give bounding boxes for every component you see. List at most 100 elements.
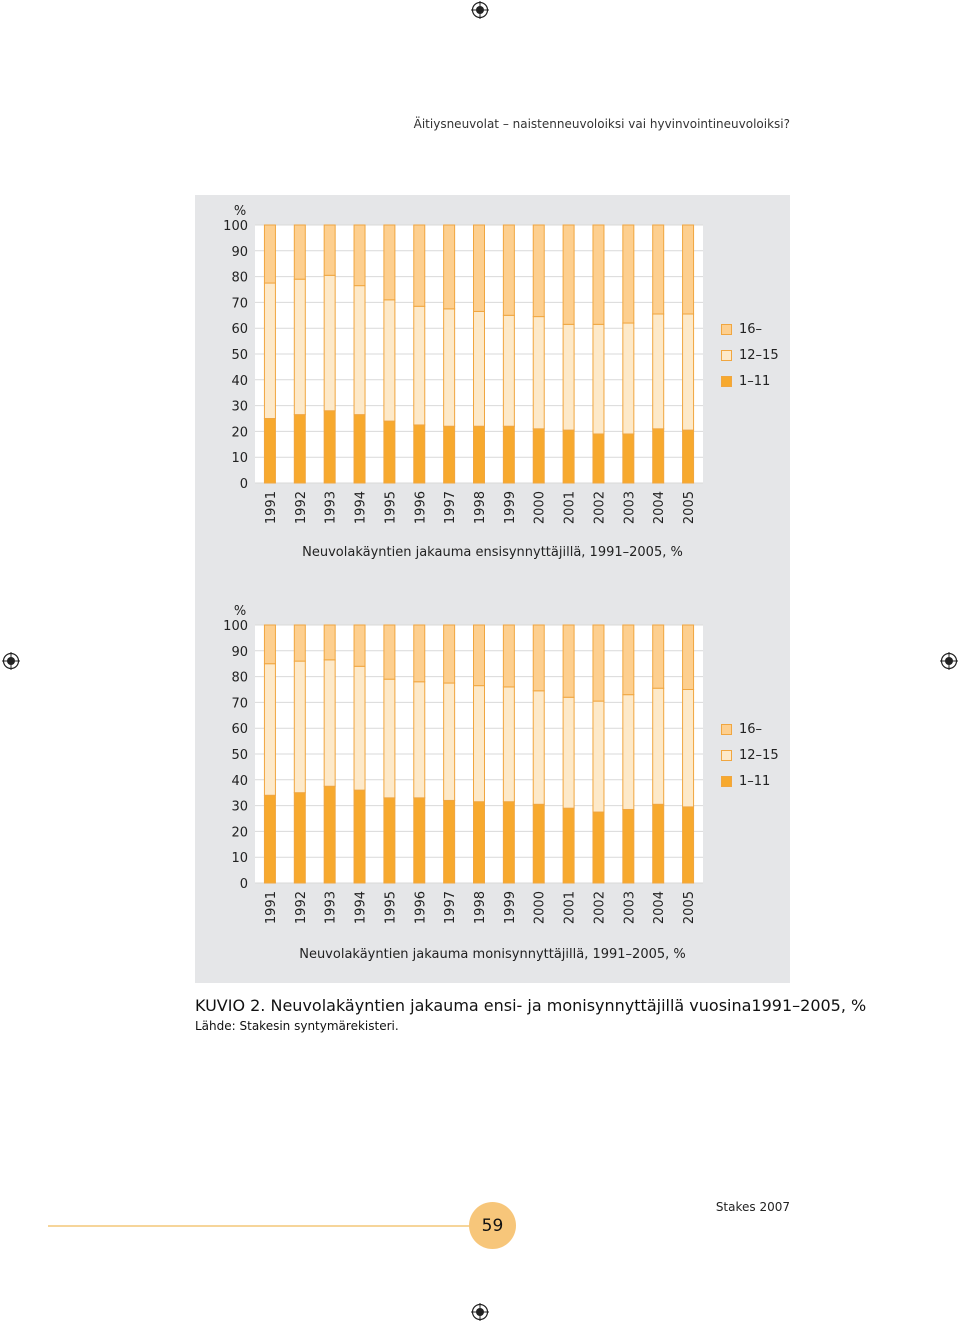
x-tick-label: 2005 — [682, 891, 697, 924]
x-tick-label: 1994 — [354, 891, 369, 924]
figure-panel: 0 10 20 30 40 50 60 70 80 90 100% 1991 1992 1993 1994 1… — [195, 195, 790, 983]
bar-segment — [532, 803, 545, 884]
registration-mark-left-icon — [2, 652, 20, 670]
bar-segment — [532, 224, 545, 318]
bar-segment — [353, 665, 366, 791]
legend-label-1-11: 1–11 — [739, 773, 771, 789]
x-tick-label: 1995 — [383, 891, 398, 924]
legend-swatch-16 — [721, 323, 732, 335]
legend-swatch-12-15 — [721, 749, 732, 761]
bar-segment — [532, 316, 545, 430]
bar-segment — [443, 682, 456, 801]
bar-segment — [473, 624, 485, 687]
bar-segment — [682, 429, 695, 484]
y-tick-label: 0 — [240, 477, 248, 492]
registration-mark-right-icon — [940, 652, 958, 670]
bar-segment — [263, 794, 276, 884]
y-tick-label: 60 — [231, 722, 248, 737]
y-tick-label: 70 — [231, 296, 248, 311]
bar-segment — [323, 410, 336, 484]
y-tick-label: 80 — [231, 671, 248, 686]
bar-segment — [592, 224, 605, 325]
y-tick-label: 90 — [231, 645, 248, 660]
bar-segment — [443, 799, 456, 884]
bar-segment — [293, 224, 306, 280]
bar-segment — [263, 282, 276, 419]
legend-label-12-15: 12–15 — [739, 347, 779, 363]
legend-label-12-15: 12–15 — [739, 747, 779, 763]
x-tick-label: 1999 — [503, 891, 518, 924]
bar-segment — [263, 624, 276, 665]
x-tick-label: 2004 — [652, 491, 667, 524]
y-tick-label: 70 — [231, 696, 248, 711]
bar-segment — [592, 811, 605, 884]
bar-segment — [682, 689, 695, 808]
bar-segment — [353, 789, 366, 884]
x-tick-label: 2001 — [563, 491, 578, 524]
x-tick-label: 2004 — [652, 891, 667, 924]
bar-segment — [682, 313, 695, 431]
bar-segment — [473, 310, 485, 427]
x-tick-label: 2005 — [682, 491, 697, 524]
bar-segment — [323, 274, 336, 412]
bar-segment — [353, 414, 366, 484]
x-tick-label: 1999 — [503, 491, 518, 524]
bar-segment — [502, 801, 515, 884]
legend-chart-2: 16– 12–15 1–11 — [721, 716, 779, 794]
bar-segment — [443, 624, 456, 684]
bar-segment — [532, 690, 545, 805]
bar-segment — [592, 624, 605, 702]
legend-item-1-11: 1–11 — [721, 768, 779, 794]
x-tick-label: 1991 — [264, 891, 279, 924]
bar-segment — [383, 797, 396, 884]
y-tick-label: 20 — [231, 425, 248, 440]
page-number: 59 — [469, 1202, 516, 1249]
x-tick-label: 2003 — [622, 891, 637, 924]
publisher-label: Stakes 2007 — [715, 1200, 790, 1214]
footer-rule — [48, 1225, 478, 1227]
bar-segment — [383, 678, 396, 799]
bar-segment — [652, 624, 665, 689]
legend-item-1-11: 1–11 — [721, 368, 779, 394]
bar-segment — [562, 323, 575, 431]
bar-segment — [532, 624, 545, 692]
x-tick-label: 2000 — [533, 491, 548, 524]
bar-segment — [622, 224, 635, 324]
y-tick-label: 80 — [231, 271, 248, 286]
y-tick-label: 50 — [231, 748, 248, 763]
bar-segment — [562, 429, 575, 484]
x-tick-label: 1996 — [413, 891, 428, 924]
y-tick-label: 90 — [231, 245, 248, 260]
legend-swatch-1-11 — [721, 775, 732, 787]
figure-source: Lähde: Stakesin syntymärekisteri. — [195, 1019, 399, 1033]
x-tick-label: 1998 — [473, 891, 488, 924]
bar-segment — [323, 624, 336, 661]
x-tick-label: 1997 — [443, 491, 458, 524]
bar-segment — [532, 428, 545, 484]
bar-segment — [592, 323, 605, 435]
bar-segment — [473, 425, 485, 484]
legend-label-16: 16– — [739, 721, 763, 737]
x-tick-label: 1993 — [324, 491, 339, 524]
bar-segment — [622, 433, 635, 484]
bar-segment — [562, 696, 575, 809]
running-title: Äitiysneuvolat – naistenneuvoloiksi vai … — [413, 117, 790, 131]
chart-2-title: Neuvolakäyntien jakauma monisynnyttäjill… — [299, 947, 686, 962]
legend-chart-1: 16– 12–15 1–11 — [721, 316, 779, 394]
legend-item-16: 16– — [721, 716, 779, 742]
bar-segment — [562, 624, 575, 698]
bar-segment — [383, 420, 396, 484]
y-tick-label: 40 — [231, 374, 248, 389]
figure-caption-text: Neuvolakäyntien jakauma ensi- ja monisyn… — [270, 996, 867, 1015]
legend-swatch-1-11 — [721, 375, 732, 387]
chart-multiparous-mothers: 0 10 20 30 40 50 60 70 80 90 100% 1991 1992 1993 1994 1… — [223, 604, 703, 924]
x-tick-label: 1992 — [294, 891, 309, 924]
x-tick-label: 1991 — [264, 491, 279, 524]
bar-segment — [502, 314, 515, 427]
bar-segment — [562, 224, 575, 325]
legend-item-16: 16– — [721, 316, 779, 342]
bar-segment — [682, 224, 695, 315]
legend-item-12-15: 12–15 — [721, 742, 779, 768]
bar-segment — [443, 425, 456, 484]
y-tick-label: 0 — [240, 877, 248, 892]
